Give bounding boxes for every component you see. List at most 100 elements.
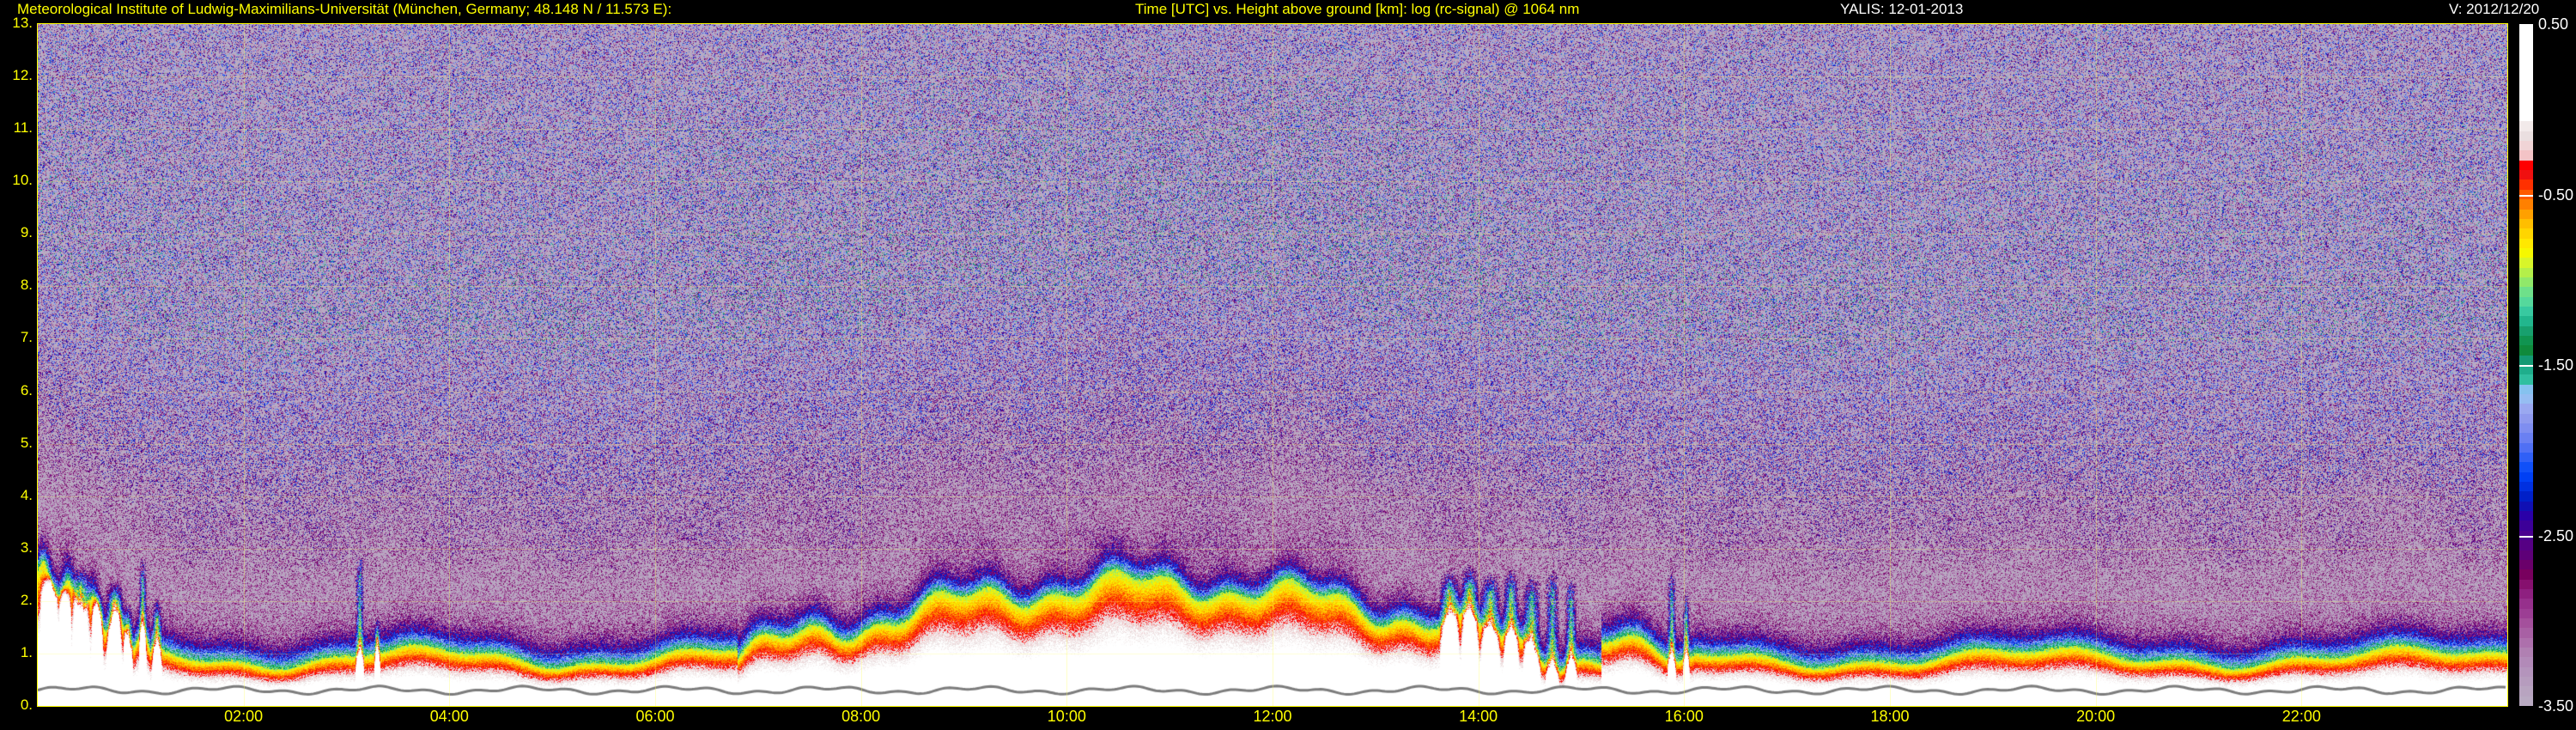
colorbar-tick--0.50: -0.50: [2538, 186, 2574, 204]
colorbar-tick-mark: [2519, 195, 2533, 197]
colorbar-tick--1.50: -1.50: [2538, 356, 2574, 374]
colorbar-swatch: [2519, 520, 2533, 532]
colorbar-tick-mark: [2519, 536, 2533, 538]
colorbar-swatch: [2519, 588, 2533, 600]
heatmap-plot-area: [38, 24, 2507, 706]
colorbar-swatch: [2519, 511, 2533, 522]
gridline-vertical: [1890, 24, 1891, 706]
version-label: V: 2012/12/20: [2449, 1, 2540, 17]
colorbar-swatch: [2519, 72, 2533, 84]
x-tick-2000: 20:00: [2076, 708, 2116, 725]
colorbar-swatch: [2519, 101, 2533, 113]
gridline-vertical: [2096, 24, 2097, 706]
colorbar-swatch: [2519, 471, 2533, 484]
gridline-horizontal: [38, 549, 2507, 550]
y-tick-13: 13.: [12, 15, 33, 31]
y-tick-6: 6.: [20, 381, 33, 398]
colorbar-swatch: [2519, 24, 2533, 35]
colorbar-swatch: [2519, 160, 2533, 172]
y-tick-11: 11.: [13, 119, 33, 137]
colorbar-swatch: [2519, 112, 2533, 123]
y-tick-9: 9.: [20, 224, 33, 241]
x-tick-2200: 22:00: [2281, 708, 2321, 725]
y-tick-7: 7.: [20, 329, 33, 346]
y-tick-12: 12.: [12, 67, 33, 84]
colorbar-swatch: [2519, 189, 2533, 201]
colorbar-swatch: [2519, 482, 2533, 493]
y-tick-5: 5.: [20, 434, 33, 451]
colorbar-swatch: [2519, 296, 2533, 307]
colorbar-swatch: [2519, 355, 2533, 366]
colorbar-swatch: [2519, 676, 2533, 688]
colorbar-swatch: [2519, 462, 2533, 473]
colorbar-swatch: [2519, 540, 2533, 551]
colorbar-swatch: [2519, 306, 2533, 318]
gridline-horizontal: [38, 76, 2507, 77]
colorbar-swatch: [2519, 637, 2533, 648]
gridline-vertical: [655, 24, 656, 706]
colorbar-swatch: [2519, 131, 2533, 143]
gridline-horizontal: [38, 338, 2507, 339]
colorbar-swatch: [2519, 325, 2533, 337]
colorbar-gradient: [2519, 24, 2533, 707]
x-tick-0400: 04:00: [429, 708, 469, 725]
colorbar-swatch: [2519, 335, 2533, 347]
gridline-horizontal: [38, 444, 2507, 445]
colorbar-swatch: [2519, 374, 2533, 386]
colorbar-swatch: [2519, 423, 2533, 435]
gridline-vertical: [2301, 24, 2302, 706]
x-tick-0600: 06:00: [635, 708, 675, 725]
x-tick-1800: 18:00: [1870, 708, 1910, 725]
gridline-vertical: [449, 24, 450, 706]
colorbar-swatch: [2519, 258, 2533, 269]
colorbar-swatch: [2519, 384, 2533, 395]
colorbar-swatch: [2519, 179, 2533, 191]
colorbar-swatch: [2519, 218, 2533, 230]
gridline-vertical: [1684, 24, 1685, 706]
y-tick-8: 8.: [20, 277, 33, 294]
colorbar-swatch: [2519, 267, 2533, 278]
colorbar-swatch: [2519, 199, 2533, 210]
colorbar-swatch: [2519, 569, 2533, 581]
gridline-horizontal: [38, 496, 2507, 497]
colorbar-swatch: [2519, 559, 2533, 571]
colorbar-swatch: [2519, 628, 2533, 639]
colorbar-swatch: [2519, 433, 2533, 444]
colorbar-swatch: [2519, 238, 2533, 249]
colorbar-swatch: [2519, 608, 2533, 619]
x-tick-1600: 16:00: [1664, 708, 1704, 725]
x-tick-0200: 02:00: [224, 708, 264, 725]
colorbar-swatch: [2519, 121, 2533, 132]
colorbar-swatch: [2519, 209, 2533, 220]
colorbar-swatch: [2519, 247, 2533, 259]
x-tick-1400: 14:00: [1459, 708, 1498, 725]
y-tick-0: 0.: [20, 697, 33, 713]
x-tick-1200: 12:00: [1253, 708, 1292, 725]
colorbar-tick-mark: [2519, 365, 2533, 367]
y-tick-10: 10.: [12, 172, 33, 189]
colorbar-tick--2.50: -2.50: [2538, 526, 2574, 544]
colorbar-swatch: [2519, 550, 2533, 561]
lidar-backscatter-heatmap: [38, 24, 2507, 706]
colorbar-swatch: [2519, 696, 2533, 707]
gridline-vertical: [1066, 24, 1067, 706]
y-tick-4: 4.: [20, 486, 33, 503]
colorbar-swatch: [2519, 92, 2533, 103]
colorbar-swatch: [2519, 141, 2533, 152]
y-tick-2: 2.: [20, 591, 33, 608]
colorbar-swatch: [2519, 404, 2533, 415]
institute-header: Meteorological Institute of Ludwig-Maxim…: [17, 1, 672, 17]
colorbar-swatch: [2519, 365, 2533, 376]
gridline-horizontal: [38, 181, 2507, 182]
gridline-horizontal: [38, 286, 2507, 287]
colorbar-swatch: [2519, 63, 2533, 74]
colorbar-swatch: [2519, 287, 2533, 298]
colorbar-swatch: [2519, 442, 2533, 454]
colorbar-swatch: [2519, 686, 2533, 697]
colorbar-tick-0.50: 0.50: [2538, 15, 2569, 33]
colorbar-swatch: [2519, 530, 2533, 542]
gridline-horizontal: [38, 129, 2507, 130]
colorbar-swatch: [2519, 647, 2533, 659]
colorbar-swatch: [2519, 82, 2533, 94]
